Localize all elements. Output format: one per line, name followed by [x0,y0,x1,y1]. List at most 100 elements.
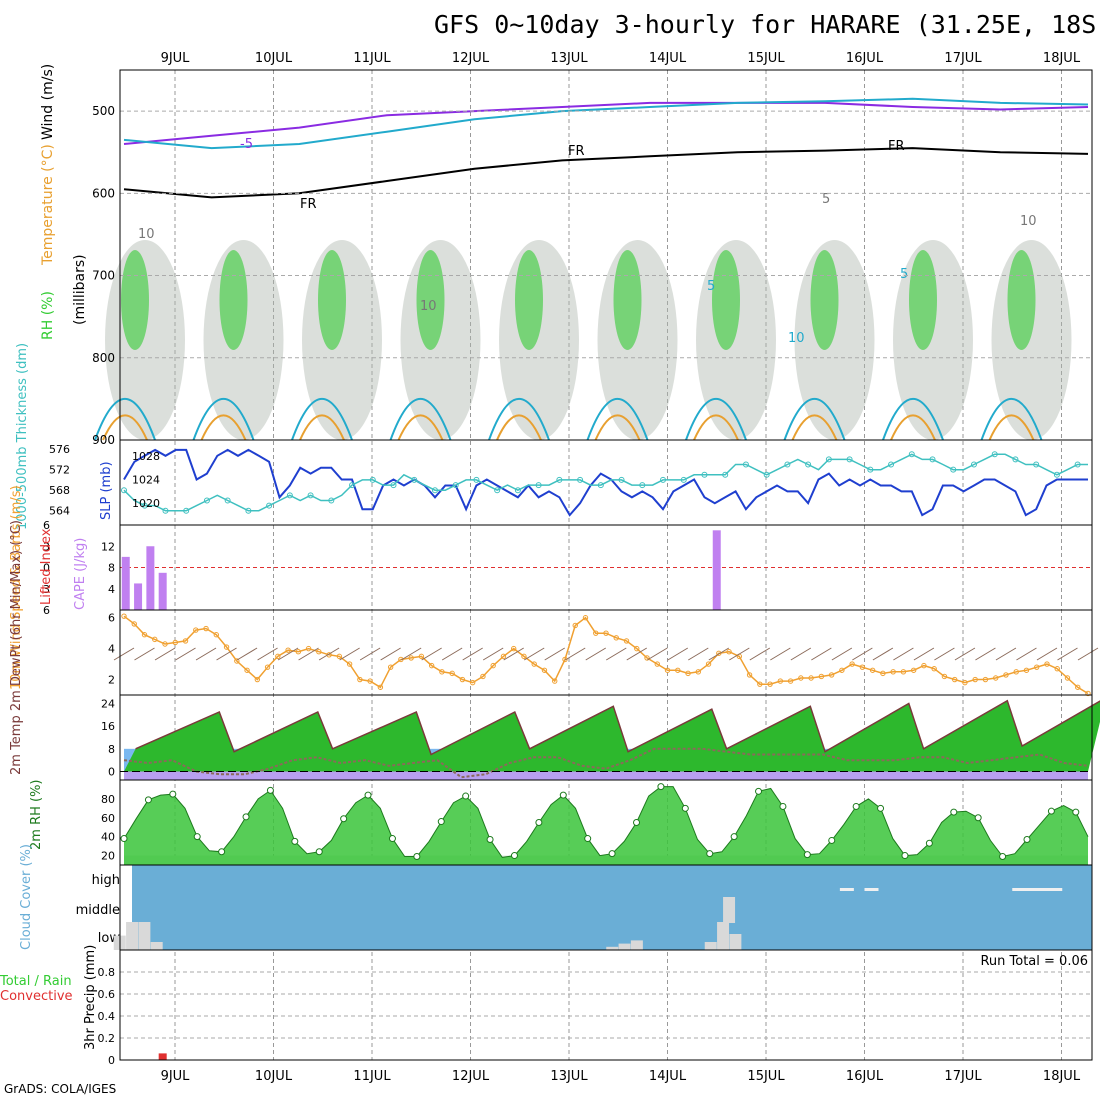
wind-speed-point [172,639,178,646]
wind-speed-point [685,670,691,677]
rh-point [974,814,982,822]
rh-point [608,850,616,858]
wind-speed-point [572,622,578,629]
bottom-date-label: 9JUL [161,1069,191,1084]
wind-speed-point [490,662,496,669]
below-freezing-band [124,771,1088,780]
wind-barb [236,647,258,661]
slp-tick: 1024 [132,474,160,487]
thickness-point [825,456,832,463]
top-date-label: 11JUL [353,51,391,66]
rh-point [1023,836,1031,843]
wind-speed-point [193,627,199,633]
wind-speed-point [664,667,671,673]
low-cloud-bar [618,943,631,950]
high-cloud-bar [864,888,879,891]
rh-shade-green [613,250,642,350]
thickness-point [805,461,812,468]
lifted-index-label: Lifted Index [39,528,54,605]
wind-barb [195,647,217,661]
wind-speed-point [213,632,219,638]
contour-label: 10 [1020,214,1037,229]
wind-speed-point [675,667,681,673]
wind-barb [688,647,709,661]
wind-speed-point [910,667,917,673]
temp-line [135,699,1100,756]
low-cloud-bar [729,934,742,950]
thickness-point [307,492,314,499]
wind-speed-point [931,666,937,672]
thickness-point [742,461,749,468]
thickness-point [950,466,957,473]
cloud-cover-label: Cloud Cover (%) [19,844,34,950]
wind-barb [523,647,545,661]
thickness-point [784,461,791,468]
wind-speed-point [254,676,261,683]
rh-point [535,819,543,826]
temperature-axis-label: Temperature (°C) [40,144,56,266]
wind-speed-point [972,676,978,683]
wind-speed-point [593,630,599,636]
temp-tick: 0 [108,766,115,779]
temp-contour-10 [882,397,944,441]
lifted-index-tick: 6 [43,604,50,617]
wind-speed-point [582,615,589,621]
wind-barb [318,647,340,661]
bottom-date-label: 16JUL [846,1069,884,1084]
wind-speed-point [346,661,353,667]
rh-shade-green [318,250,346,350]
top-date-label: 12JUL [452,51,490,66]
wind-speed-point [234,658,240,664]
cloud-bg [132,865,1092,950]
wind-speed-point [695,669,701,675]
thickness-tick: 576 [49,443,70,456]
precip-tick: 0.2 [98,1032,116,1045]
cape-bar [146,546,155,610]
thickness-axis-label: 1000-500mb Thickness (dm) [15,343,30,530]
temp-contour-warm [200,414,247,441]
thickness-point [535,482,542,489]
wind-speed-point [1034,664,1040,670]
lifted-index-tick: 3 [43,583,50,596]
wind-axis-label: Wind (m/s) [40,64,56,140]
wind-barb [913,647,935,661]
thickness-point [701,471,708,478]
top-date-label: 18JUL [1043,51,1081,66]
minus5-contour [123,101,1089,145]
rh-point [462,792,470,800]
top-date-label: 17JUL [944,51,982,66]
wind-barb [605,647,627,661]
wind-barb [421,647,442,661]
thickness-point [929,456,936,463]
rh-point [242,813,250,821]
temp-contour-10 [389,397,452,441]
rh-point [364,791,372,799]
rh-point [559,791,567,799]
thickness-point [121,487,127,494]
thickness-point [1053,471,1060,478]
wind-barb [175,647,196,661]
high-cloud-bar [1012,888,1063,891]
wind-speed-point [1003,672,1009,678]
wind-speed-point [849,661,855,667]
wind-speed-point [428,662,435,669]
wind-speed-point [941,673,948,680]
rh-point [193,833,201,841]
temp-contour-warm [496,414,542,441]
wind-speed-point [521,653,527,660]
top-date-label: 15JUL [747,51,785,66]
wind-speed-point [787,678,794,684]
wind-speed-point [900,669,907,675]
precip-tick: 0 [108,1054,115,1067]
wind-speed-point [552,678,558,684]
precip-bar [158,1053,167,1060]
precip-tick: 0.8 [98,966,116,979]
thickness-point [224,497,231,504]
thickness-point [452,482,459,489]
temp-contour-warm [791,414,838,441]
wind-speed-point [305,645,312,652]
low-cloud-bar [717,922,730,950]
lifted-index-tick: 6 [43,519,50,532]
wind-speed-point [336,653,343,660]
